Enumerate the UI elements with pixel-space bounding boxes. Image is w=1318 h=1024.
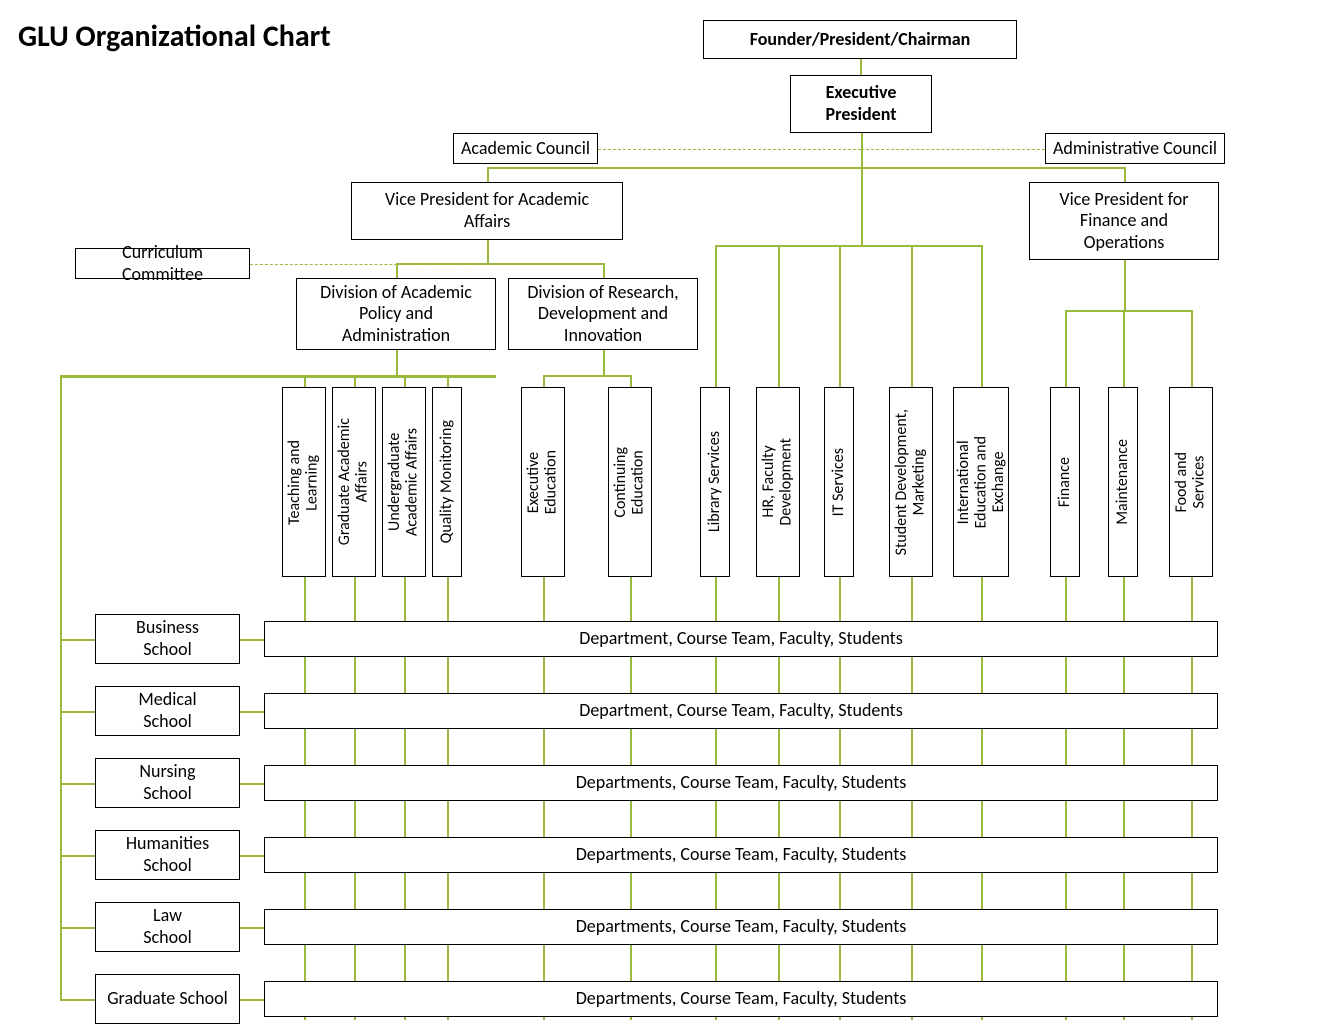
connector-h <box>715 245 981 247</box>
connector-h <box>60 999 95 1001</box>
connector-v <box>1065 310 1067 387</box>
node-vpFin: Vice President forFinance andOperations <box>1029 182 1219 260</box>
school-2: NursingSchool <box>95 758 240 808</box>
connector-h <box>60 927 95 929</box>
unit-intl: International Education and Exchange <box>953 387 1009 577</box>
node-exec: ExecutivePresident <box>790 75 932 133</box>
connector-v <box>839 245 841 387</box>
connector-v <box>487 240 489 263</box>
connector-dashed <box>250 264 487 265</box>
connector-v <box>603 350 605 375</box>
connector-v <box>778 245 780 387</box>
unit-food: Food and Services <box>1169 387 1213 577</box>
connector-h <box>240 783 264 785</box>
unit-hr: HR, Faculty Development <box>756 387 800 577</box>
unit-execEd: Executive Education <box>521 387 565 577</box>
connector-h <box>60 783 95 785</box>
school-row-1: Department, Course Team, Faculty, Studen… <box>264 693 1218 729</box>
connector-h <box>240 711 264 713</box>
unit-lib: Library Services <box>700 387 730 577</box>
unit-qm: Quality Monitoring <box>432 387 462 577</box>
connector-h <box>1065 310 1191 312</box>
unit-teach: Teaching and Learning <box>282 387 326 577</box>
node-acadCouncil: Academic Council <box>453 133 598 164</box>
school-1: MedicalSchool <box>95 686 240 736</box>
node-curric: Curriculum Committee <box>75 248 250 279</box>
school-row-4: Departments, Course Team, Faculty, Stude… <box>264 909 1218 945</box>
unit-it: IT Services <box>824 387 854 577</box>
connector-v <box>396 350 398 375</box>
node-divAcad: Division of AcademicPolicy andAdministra… <box>296 278 496 350</box>
connector-v <box>861 133 863 167</box>
connector-v <box>1123 310 1125 387</box>
unit-maint: Maintenance <box>1108 387 1138 577</box>
connector-h <box>60 711 95 713</box>
connector-v <box>603 263 605 278</box>
unit-grad: Graduate Academic Affairs <box>332 387 376 577</box>
node-founder: Founder/President/Chairman <box>703 20 1017 59</box>
connector-v <box>60 375 62 999</box>
school-row-0: Department, Course Team, Faculty, Studen… <box>264 621 1218 657</box>
connector-v <box>1124 260 1126 310</box>
school-5: Graduate School <box>95 974 240 1024</box>
node-adminCouncil: Administrative Council <box>1045 133 1225 164</box>
org-chart-stage: Founder/President/Chairman ExecutivePresi… <box>0 0 1318 1013</box>
unit-contEd: Continuing Education <box>608 387 652 577</box>
school-0: BusinessSchool <box>95 614 240 664</box>
unit-stud: Student Development, Marketing <box>889 387 933 577</box>
node-divRes: Division of Research,Development andInno… <box>508 278 698 350</box>
school-row-3: Departments, Course Team, Faculty, Stude… <box>264 837 1218 873</box>
connector-dashed <box>598 149 861 150</box>
connector-v <box>715 245 717 387</box>
connector-h <box>60 639 95 641</box>
node-vpAcad: Vice President for AcademicAffairs <box>351 182 623 240</box>
connector-dashed <box>861 149 1045 150</box>
connector-v <box>861 167 863 245</box>
connector-h <box>240 927 264 929</box>
connector-h <box>60 855 95 857</box>
school-row-2: Departments, Course Team, Faculty, Stude… <box>264 765 1218 801</box>
connector-v <box>543 375 545 387</box>
unit-ugrad: Undergraduate Academic Affairs <box>382 387 426 577</box>
connector-h <box>543 375 630 377</box>
school-3: HumanitiesSchool <box>95 830 240 880</box>
connector-v <box>1124 167 1126 182</box>
school-row-5: Departments, Course Team, Faculty, Stude… <box>264 981 1218 1017</box>
connector-v <box>860 59 862 75</box>
unit-fin: Finance <box>1050 387 1080 577</box>
connector-v <box>396 263 398 278</box>
connector-h <box>487 167 1124 169</box>
connector-v <box>1191 310 1193 387</box>
school-4: LawSchool <box>95 902 240 952</box>
connector-h <box>240 639 264 641</box>
connector-h <box>60 375 496 378</box>
connector-h <box>240 855 264 857</box>
connector-v <box>630 375 632 387</box>
connector-v <box>911 245 913 387</box>
connector-h <box>240 999 264 1001</box>
connector-v <box>981 245 983 387</box>
connector-v <box>487 167 489 182</box>
